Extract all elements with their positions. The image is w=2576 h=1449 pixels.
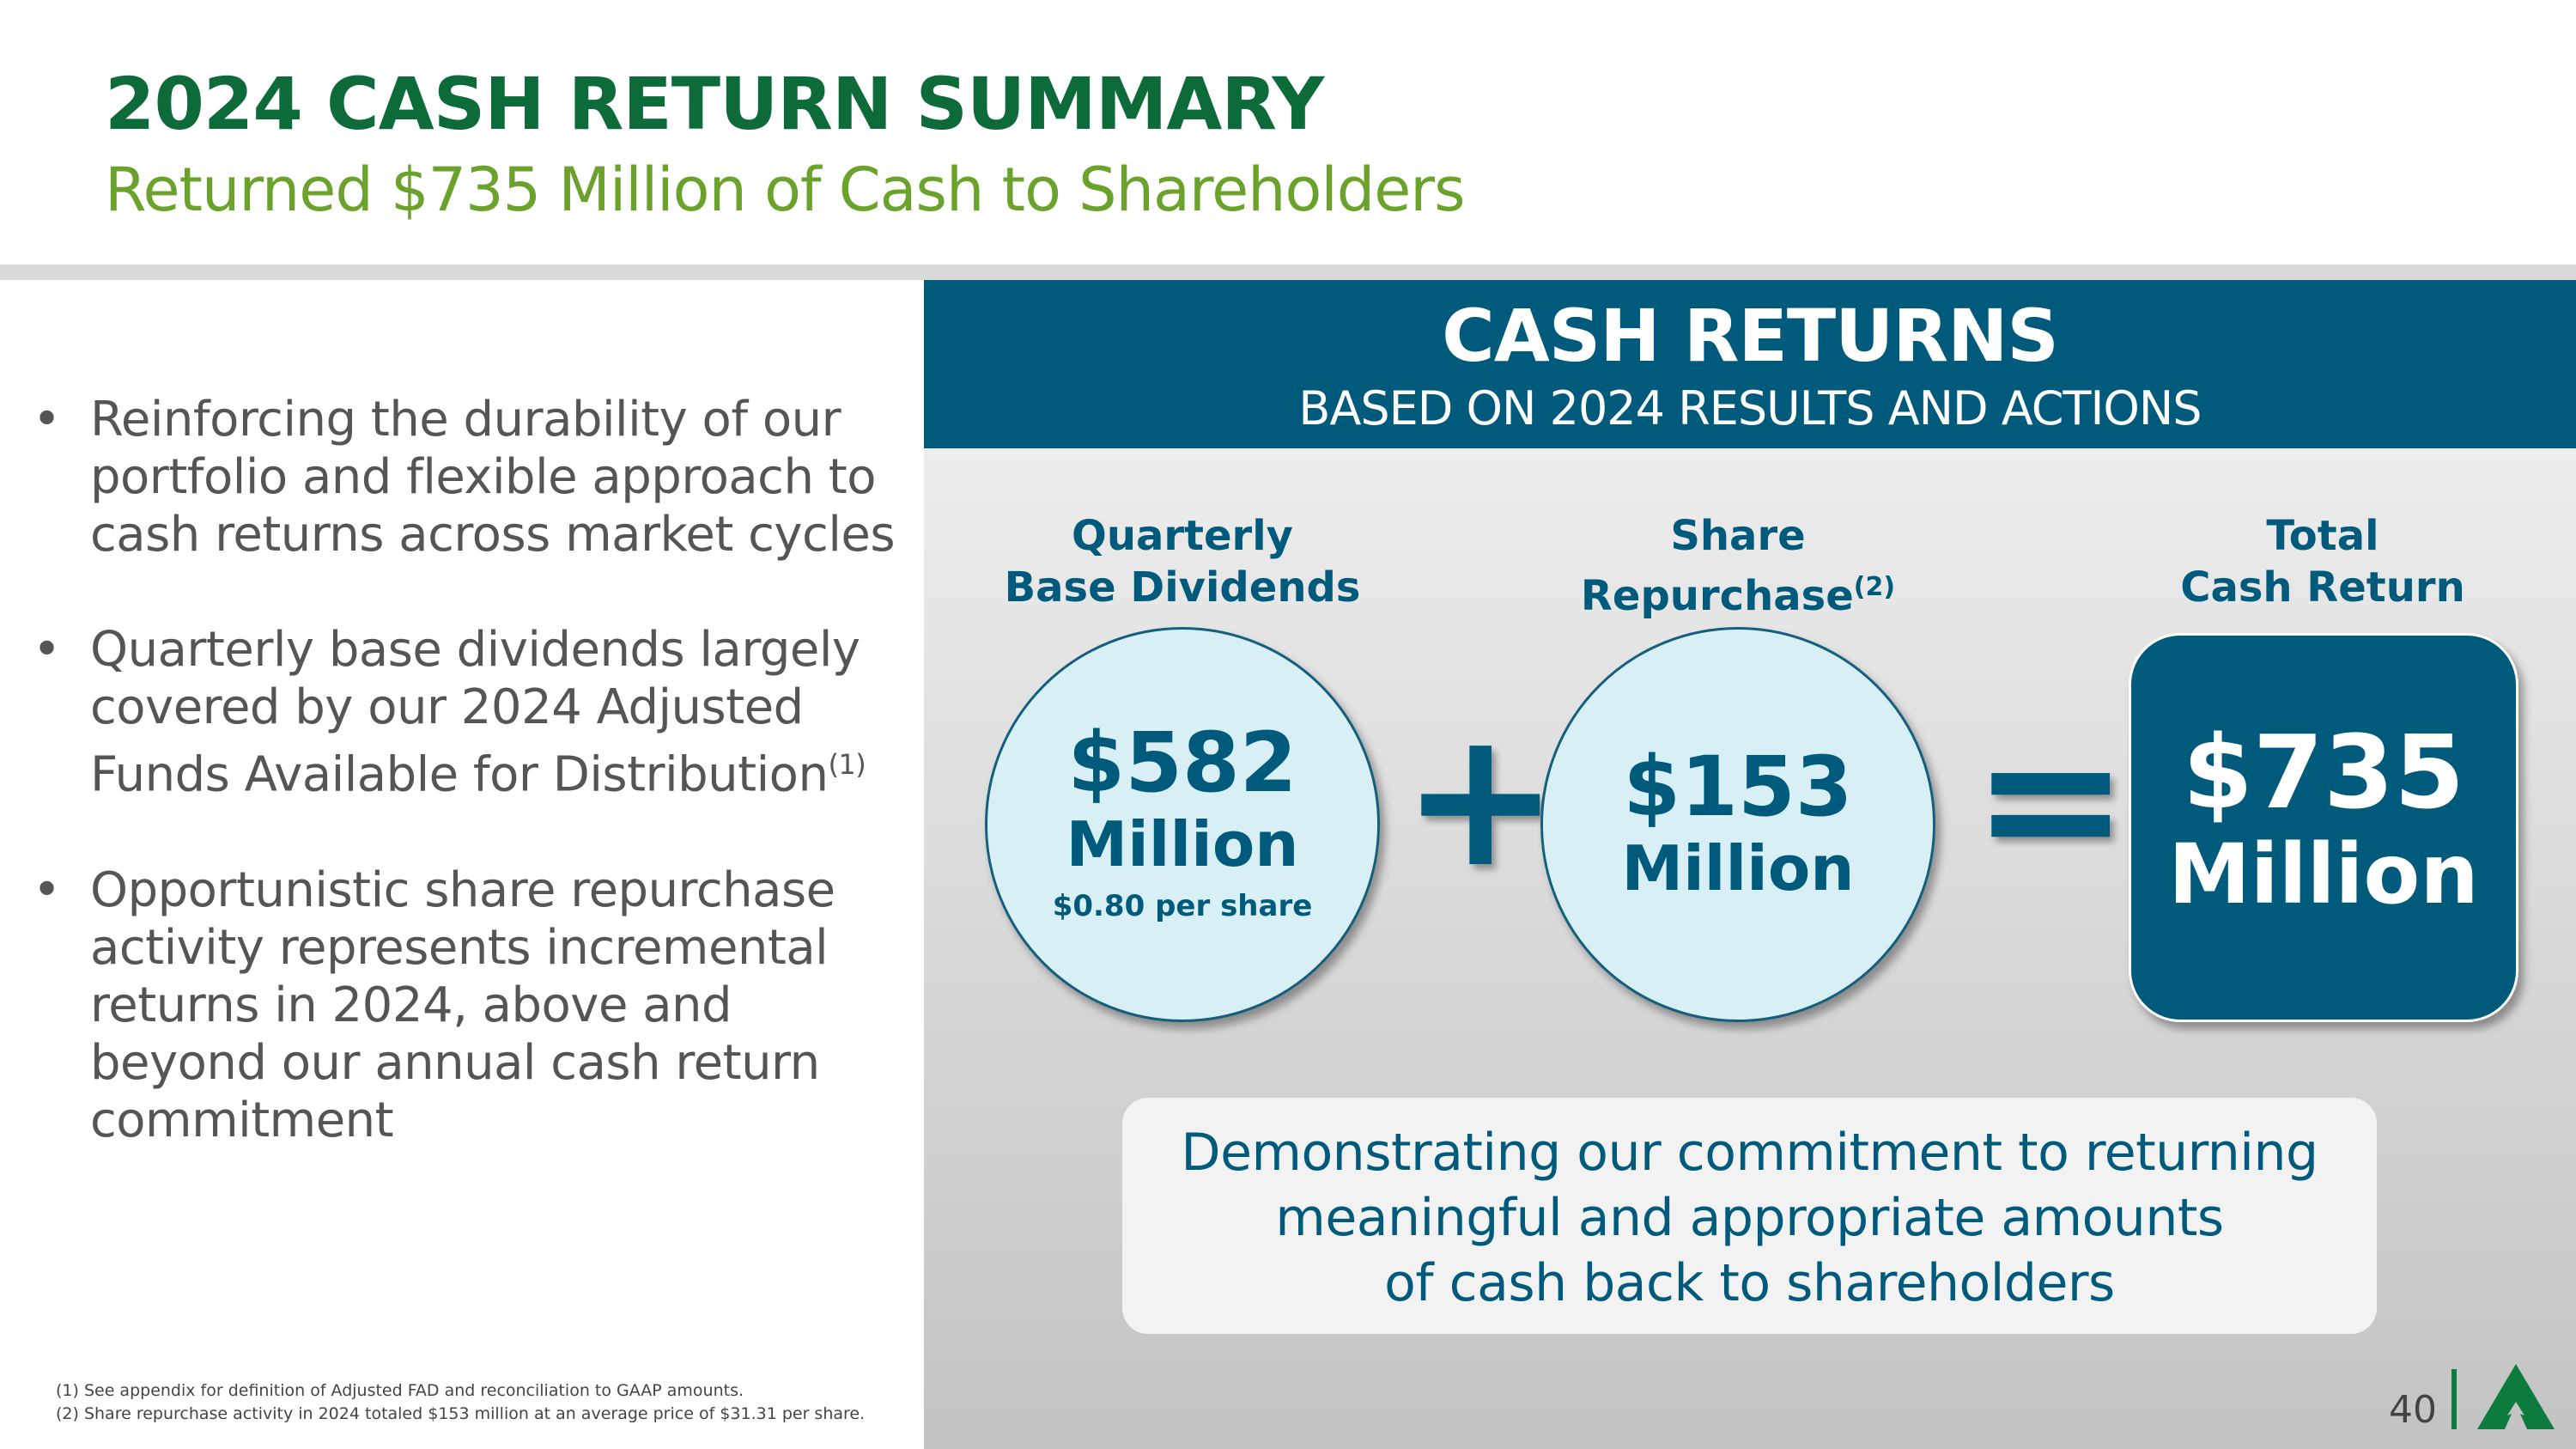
message-line: meaningful and appropriate amounts — [1275, 1188, 2224, 1248]
commitment-message: Demonstrating our commitment to returnin… — [1122, 1098, 2377, 1334]
dividends-amount: $582 — [1067, 715, 1297, 811]
label-line: Repurchase — [1580, 572, 1854, 620]
page-title: 2024 CASH RETURN SUMMARY — [105, 62, 1324, 146]
repurchase-circle: $153 Million — [1540, 627, 1935, 1022]
header-divider — [0, 265, 2576, 280]
repurchase-amount: $153 — [1623, 739, 1853, 835]
bullet-text: Reinforcing the durability of our portfo… — [90, 392, 896, 563]
label-line: Cash Return — [2180, 563, 2465, 612]
plus-icon: + — [1401, 689, 1560, 909]
footnote: (1) See appendix for definition of Adjus… — [56, 1381, 744, 1400]
footnote-ref: (1) — [828, 748, 866, 781]
total-unit: Million — [2168, 826, 2479, 922]
panel-subtitle: BASED ON 2024 RESULTS AND ACTIONS — [1298, 381, 2202, 435]
company-logo-icon — [2477, 1364, 2555, 1429]
label-line: Quarterly — [1072, 512, 1293, 560]
dividends-label: Quarterly Base Dividends — [968, 510, 1397, 613]
dividends-unit: Million — [1066, 808, 1299, 880]
repurchase-unit: Million — [1621, 832, 1855, 904]
bullet-text: Quarterly base dividends largely covered… — [90, 622, 860, 803]
bullet-item: Quarterly base dividends largely covered… — [33, 621, 900, 804]
dividends-circle: $582 Million $0.80 per share — [985, 627, 1380, 1022]
footnotes: (1) See appendix for definition of Adjus… — [56, 1379, 865, 1426]
page-number: 40 — [2389, 1388, 2437, 1432]
bullet-item: Opportunistic share repurchase activity … — [33, 861, 900, 1149]
message-line: of cash back to shareholders — [1384, 1253, 2115, 1313]
label-line: Base Dividends — [1004, 563, 1361, 612]
bullet-item: Reinforcing the durability of our portfo… — [33, 391, 900, 563]
total-box: $735 Million — [2129, 633, 2518, 1022]
footnote: (2) Share repurchase activity in 2024 to… — [56, 1404, 866, 1423]
panel-header: CASH RETURNS BASED ON 2024 RESULTS AND A… — [924, 280, 2576, 448]
equals-icon: = — [1971, 689, 2130, 909]
bullet-list: Reinforcing the durability of our portfo… — [33, 391, 900, 1207]
page-subtitle: Returned $735 Million of Cash to Shareho… — [105, 155, 1466, 225]
total-amount: $735 — [2182, 713, 2465, 831]
message-line: Demonstrating our commitment to returnin… — [1181, 1123, 2318, 1183]
footnote-ref: (2) — [1853, 572, 1896, 602]
label-line: Total — [2266, 512, 2379, 560]
panel-title: CASH RETURNS — [1442, 294, 2059, 378]
bullet-text: Opportunistic share repurchase activity … — [90, 861, 835, 1148]
total-label: Total Cash Return — [2108, 510, 2537, 613]
footer-divider — [2451, 1369, 2457, 1429]
label-line: Share — [1670, 512, 1806, 560]
per-share: $0.80 per share — [1052, 889, 1313, 923]
repurchase-label: Share Repurchase(2) — [1523, 510, 1953, 622]
